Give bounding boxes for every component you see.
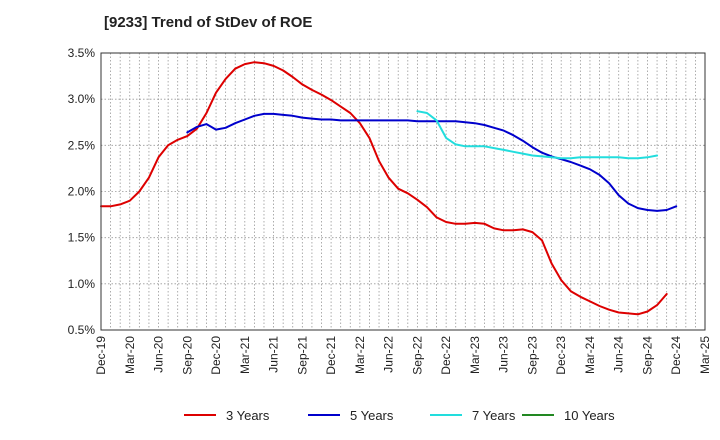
grid — [101, 53, 705, 330]
x-tick-label: Mar-22 — [353, 336, 367, 374]
series-line-3-years — [100, 61, 668, 316]
x-tick-label: Dec-22 — [439, 336, 453, 375]
x-tick-label: Mar-23 — [468, 336, 482, 374]
x-tick-label: Dec-19 — [94, 336, 108, 375]
plot-area-frame — [100, 52, 706, 331]
x-tick-label: Dec-21 — [324, 336, 338, 375]
legend-item: 7 Years — [430, 404, 515, 426]
legend-swatch — [522, 414, 554, 416]
y-tick-label: 1.5% — [68, 231, 96, 245]
x-tick-label: Jun-24 — [612, 336, 626, 373]
y-tick-label: 3.0% — [68, 92, 96, 106]
legend-item: 5 Years — [308, 404, 393, 426]
x-tick-label: Mar-24 — [583, 336, 597, 374]
x-tick-label: Sep-22 — [410, 336, 424, 375]
series-line-5-years — [186, 112, 678, 212]
x-tick-label: Mar-25 — [698, 336, 712, 374]
x-tick-label: Sep-24 — [640, 336, 654, 375]
x-tick-label: Jun-22 — [382, 336, 396, 373]
legend-item: 10 Years — [522, 404, 615, 426]
x-tick-label: Dec-23 — [554, 336, 568, 375]
x-tick-label: Dec-24 — [669, 336, 683, 375]
y-tick-label: 1.0% — [68, 277, 96, 291]
legend-swatch — [184, 414, 216, 416]
y-tick-label: 2.5% — [68, 138, 96, 152]
x-tick-label: Mar-21 — [238, 336, 252, 374]
x-tick-label: Mar-20 — [123, 336, 137, 374]
legend: 3 Years 5 Years 7 Years 10 Years — [0, 404, 720, 426]
y-axis-ticks: 0.5% 1.0% 1.5% 2.0% 2.5% 3.0% 3.5% — [68, 46, 96, 337]
y-tick-label: 2.0% — [68, 185, 96, 199]
legend-swatch — [430, 414, 462, 416]
x-tick-label: Jun-23 — [497, 336, 511, 373]
chart-title: [9233] Trend of StDev of ROE — [104, 14, 313, 31]
legend-label: 3 Years — [226, 407, 270, 423]
y-tick-label: 3.5% — [68, 46, 96, 60]
x-tick-label: Dec-20 — [209, 336, 223, 375]
x-axis-ticks: Dec-19 Mar-20 Jun-20 Sep-20 Dec-20 Mar-21 Jun-… — [94, 336, 712, 375]
series-layer — [100, 61, 678, 316]
legend-label: 7 Years — [472, 407, 516, 423]
legend-label: 10 Years — [564, 407, 615, 423]
x-tick-label: Sep-23 — [525, 336, 539, 375]
x-tick-label: Sep-21 — [295, 336, 309, 375]
x-tick-label: Sep-20 — [180, 336, 194, 375]
legend-swatch — [308, 414, 340, 416]
x-tick-label: Jun-20 — [152, 336, 166, 373]
x-tick-label: Jun-21 — [267, 336, 281, 373]
y-tick-label: 0.5% — [68, 323, 96, 337]
series-line-7-years — [416, 110, 659, 160]
legend-item: 3 Years — [184, 404, 269, 426]
legend-label: 5 Years — [350, 407, 394, 423]
